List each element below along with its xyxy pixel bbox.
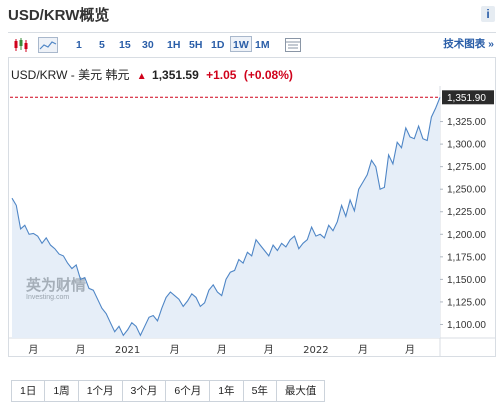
range-selector: 1日 1周 1个月 3个月 6个月 1年 5年 最大值 xyxy=(11,380,326,402)
y-tick-label: 1,100.00 xyxy=(447,320,486,331)
series-line xyxy=(11,97,441,337)
watermark-logo: 英为财情 xyxy=(26,276,86,294)
technical-chart-link[interactable]: 技术图表 » xyxy=(443,38,494,50)
candlestick-icon[interactable] xyxy=(12,37,30,53)
up-arrow-icon: ▲ xyxy=(136,71,147,82)
x-tick-label: 月 xyxy=(217,344,227,356)
interval-button-1d[interactable]: 1D xyxy=(211,39,225,51)
x-tick-label: 2022 xyxy=(303,345,328,356)
series-area-fill xyxy=(12,97,440,338)
y-tick-label: 1,150.00 xyxy=(447,275,486,286)
range-button-7[interactable]: 最大值 xyxy=(276,381,325,401)
x-tick-label: 月 xyxy=(28,344,38,356)
current-price: 1,351.59 xyxy=(152,68,199,82)
x-tick-label: 月 xyxy=(405,344,415,356)
interval-button-1h[interactable]: 1H xyxy=(167,39,181,51)
y-tick-label: 1,175.00 xyxy=(447,252,486,263)
range-button-0[interactable]: 1日 xyxy=(12,381,46,401)
last-value-tag xyxy=(442,90,494,105)
range-button-1[interactable]: 1周 xyxy=(45,381,79,401)
interval-button-15[interactable]: 15 xyxy=(119,39,131,51)
price-change-percent: (+0.08%) xyxy=(243,68,293,82)
info-icon[interactable]: i xyxy=(481,6,495,22)
interval-button-5h[interactable]: 5H xyxy=(189,39,203,51)
x-tick-label: 月 xyxy=(358,344,368,356)
chart-toolbar: 1 5 15 30 1H 5H 1D 1W 1M 技术图表 » xyxy=(8,32,496,58)
y-tick-label: 1,125.00 xyxy=(447,297,486,308)
interval-button-1m[interactable]: 1M xyxy=(255,39,270,51)
quote-line: USD/KRW - 美元 韩元 ▲ 1,351.59 +1.05 (+0.08%… xyxy=(11,66,293,83)
last-value-label: 1,351.90 xyxy=(447,93,486,104)
range-button-3[interactable]: 3个月 xyxy=(122,381,167,401)
y-tick-label: 1,225.00 xyxy=(447,207,486,218)
interval-button-1w[interactable]: 1W xyxy=(230,36,252,52)
interval-button-30[interactable]: 30 xyxy=(142,39,154,51)
interval-button-5[interactable]: 5 xyxy=(99,39,105,51)
y-tick-label: 1,325.00 xyxy=(447,117,486,128)
x-tick-label: 月 xyxy=(264,344,274,356)
price-change: +1.05 xyxy=(206,68,237,82)
watermark-subtext: Investing.com xyxy=(26,294,69,301)
y-tick-label: 1,275.00 xyxy=(447,162,486,173)
range-button-4[interactable]: 6个月 xyxy=(166,381,211,401)
range-button-2[interactable]: 1个月 xyxy=(78,381,123,401)
x-tick-label: 2021 xyxy=(115,345,140,356)
interval-button-1[interactable]: 1 xyxy=(76,39,82,51)
range-button-5[interactable]: 1年 xyxy=(210,381,244,401)
page-title: USD/KRW概览 xyxy=(8,7,110,24)
grid-settings-icon[interactable] xyxy=(284,37,302,53)
x-tick-label: 月 xyxy=(170,344,180,356)
y-tick-label: 1,300.00 xyxy=(447,140,486,151)
chart-frame xyxy=(8,57,496,357)
pair-label: USD/KRW - 美元 韩元 xyxy=(11,68,130,82)
range-button-6[interactable]: 5年 xyxy=(243,381,277,401)
y-tick-label: 1,250.00 xyxy=(447,185,486,196)
x-tick-label: 月 xyxy=(75,344,85,356)
area-chart-icon[interactable] xyxy=(38,37,58,53)
y-tick-label: 1,200.00 xyxy=(447,230,486,241)
